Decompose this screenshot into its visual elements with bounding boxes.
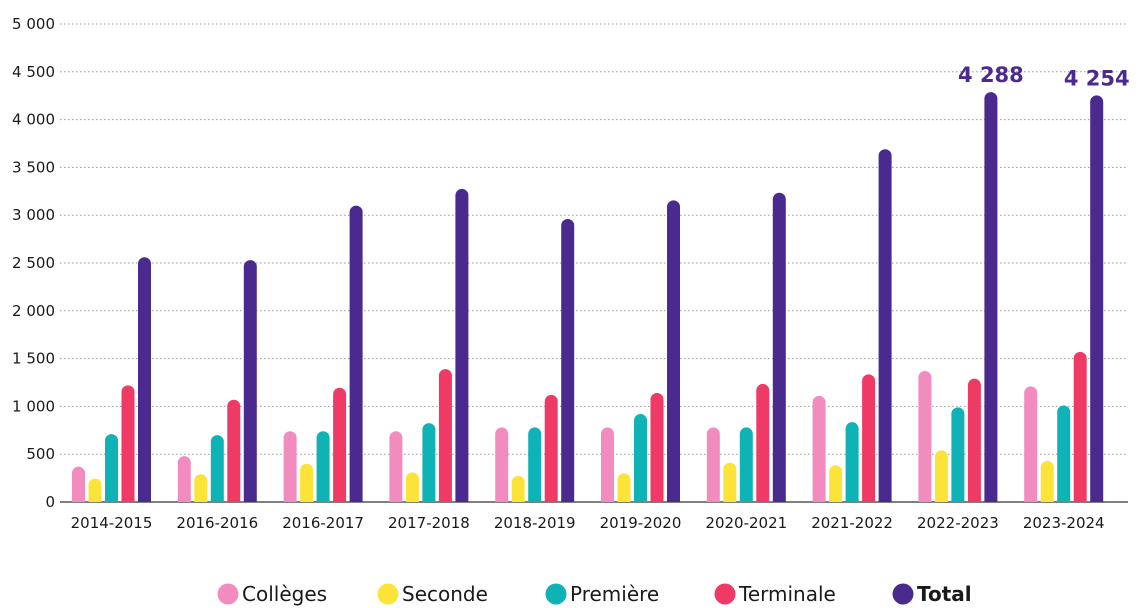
bar-premiere-2018-2019 xyxy=(528,427,542,502)
y-tick-label: 1 000 xyxy=(12,397,55,415)
y-tick-label: 0 xyxy=(45,493,55,511)
legend-label: Seconde xyxy=(402,582,488,606)
x-tick-label: 2016-2017 xyxy=(282,514,364,532)
bar-total-2019-2020 xyxy=(667,200,680,502)
bar-premiere-2017-2018 xyxy=(422,423,436,502)
bar-terminale-2016-2016 xyxy=(227,399,241,502)
bars xyxy=(72,92,1104,503)
legend-swatch xyxy=(545,583,567,605)
bar-total-2014-2015 xyxy=(138,257,151,502)
bar-premiere-2016-2017 xyxy=(316,431,330,502)
bar-premiere-2019-2020 xyxy=(634,414,647,502)
y-tick-label: 2 500 xyxy=(12,254,55,272)
bar-total-2016-2017 xyxy=(349,205,363,502)
bar-colleges-2019-2020 xyxy=(601,427,614,502)
bar-seconde-2023-2024 xyxy=(1040,460,1054,502)
bar-premiere-2020-2021 xyxy=(739,427,753,502)
bar-colleges-2018-2019 xyxy=(495,427,509,502)
y-tick-label: 500 xyxy=(26,445,55,463)
y-tick-label: 3 500 xyxy=(12,158,55,176)
y-tick-label: 3 000 xyxy=(12,206,55,224)
bar-premiere-2022-2023 xyxy=(951,407,965,502)
data-label-2022-2023: 4 288 xyxy=(958,63,1024,87)
bar-terminale-2022-2023 xyxy=(967,378,981,502)
bar-seconde-2018-2019 xyxy=(511,475,525,502)
legend-label: Terminale xyxy=(738,582,836,606)
bar-colleges-2022-2023 xyxy=(918,371,932,502)
bar-terminale-2020-2021 xyxy=(756,383,770,502)
data-label-2023-2024: 4 254 xyxy=(1064,66,1130,90)
bar-seconde-2020-2021 xyxy=(723,462,737,502)
legend: Collèges Seconde Première Terminale Total xyxy=(217,582,972,606)
bar-colleges-2017-2018 xyxy=(389,431,403,502)
x-tick-label: 2022-2023 xyxy=(917,514,999,532)
bar-seconde-2016-2017 xyxy=(300,463,314,502)
bar-total-2022-2023 xyxy=(984,92,998,503)
bar-colleges-2021-2022 xyxy=(812,395,826,502)
bar-premiere-2014-2015 xyxy=(105,434,118,502)
bar-terminale-2023-2024 xyxy=(1073,351,1087,502)
legend-swatch xyxy=(217,583,239,605)
legend-swatch xyxy=(714,583,736,605)
bar-premiere-2021-2022 xyxy=(845,422,859,502)
bar-premiere-2016-2016 xyxy=(210,435,224,502)
x-tick-label: 2017-2018 xyxy=(388,514,470,532)
bar-total-2020-2021 xyxy=(772,192,786,502)
legend-swatch xyxy=(377,583,399,605)
grid-lines xyxy=(60,23,1128,503)
bar-terminale-2017-2018 xyxy=(438,369,452,502)
bar-seconde-2016-2016 xyxy=(194,474,208,502)
bar-colleges-2023-2024 xyxy=(1024,386,1038,502)
y-tick-label: 1 500 xyxy=(12,350,55,368)
legend-label: Première xyxy=(570,582,659,606)
bar-terminale-2021-2022 xyxy=(862,374,876,502)
bar-seconde-2022-2023 xyxy=(934,450,948,502)
bar-colleges-2014-2015 xyxy=(72,466,85,502)
x-tick-label: 2023-2024 xyxy=(1023,514,1105,532)
legend-label: Total xyxy=(917,582,972,606)
bar-total-2017-2018 xyxy=(455,188,469,502)
bar-terminale-2019-2020 xyxy=(650,393,664,502)
y-tick-label: 2 000 xyxy=(12,302,55,320)
bar-seconde-2019-2020 xyxy=(617,473,631,502)
x-tick-label: 2020-2021 xyxy=(705,514,787,532)
bar-terminale-2018-2019 xyxy=(544,394,558,502)
legend-swatch xyxy=(892,583,914,605)
y-tick-label: 5 000 xyxy=(12,15,55,33)
bar-total-2023-2024 xyxy=(1090,95,1104,503)
bar-total-2018-2019 xyxy=(561,219,575,502)
bar-premiere-2023-2024 xyxy=(1057,405,1071,502)
x-tick-label: 2018-2019 xyxy=(494,514,576,532)
x-tick-label: 2014-2015 xyxy=(71,514,153,532)
y-tick-label: 4 000 xyxy=(12,111,55,129)
bar-colleges-2016-2016 xyxy=(177,456,191,502)
bar-colleges-2016-2017 xyxy=(283,431,297,502)
bar-total-2016-2016 xyxy=(243,260,257,502)
x-tick-label: 2019-2020 xyxy=(600,514,682,532)
bar-seconde-2014-2015 xyxy=(88,478,102,502)
bar-total-2021-2022 xyxy=(878,149,892,502)
x-axis-category-labels: 2014-2015 2016-2016 2016-2017 2017-2018 2018… xyxy=(71,514,1105,532)
x-tick-label: 2021-2022 xyxy=(811,514,893,532)
bar-seconde-2021-2022 xyxy=(829,465,843,502)
y-axis-tick-labels: 0 500 1 000 1 500 2 000 2 500 3 000 3 500 4 000 4… xyxy=(12,15,55,511)
bar-terminale-2016-2017 xyxy=(333,387,347,502)
bar-seconde-2017-2018 xyxy=(405,472,419,502)
bar-terminale-2014-2015 xyxy=(121,385,135,502)
x-tick-label: 2016-2016 xyxy=(176,514,258,532)
y-tick-label: 4 500 xyxy=(12,63,55,81)
data-labels: 4 288 4 254 xyxy=(958,63,1130,90)
bar-colleges-2020-2021 xyxy=(706,427,720,502)
legend-label: Collèges xyxy=(242,582,327,606)
